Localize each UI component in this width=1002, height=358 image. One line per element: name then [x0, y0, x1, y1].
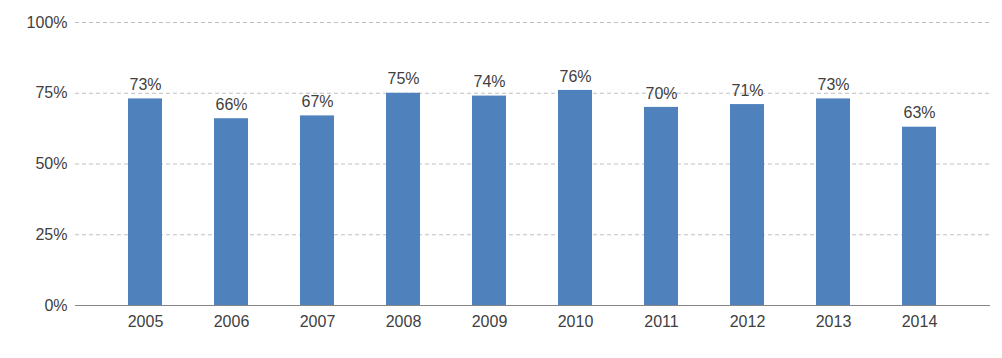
- svg-text:75%: 75%: [35, 84, 67, 101]
- svg-text:2013: 2013: [816, 313, 852, 330]
- svg-text:67%: 67%: [301, 93, 333, 110]
- svg-text:66%: 66%: [215, 96, 247, 113]
- svg-text:2008: 2008: [386, 313, 422, 330]
- svg-text:2010: 2010: [558, 313, 594, 330]
- svg-text:74%: 74%: [473, 73, 505, 90]
- svg-text:63%: 63%: [903, 104, 935, 121]
- svg-text:100%: 100%: [27, 14, 68, 31]
- svg-text:2006: 2006: [214, 313, 250, 330]
- svg-text:0%: 0%: [44, 297, 67, 314]
- svg-text:73%: 73%: [817, 76, 849, 93]
- svg-text:2014: 2014: [902, 313, 938, 330]
- svg-text:2011: 2011: [644, 313, 679, 330]
- svg-text:73%: 73%: [129, 76, 161, 93]
- svg-text:2007: 2007: [300, 313, 336, 330]
- svg-text:2012: 2012: [730, 313, 766, 330]
- svg-text:2005: 2005: [128, 313, 164, 330]
- svg-text:2009: 2009: [472, 313, 508, 330]
- svg-text:50%: 50%: [35, 155, 67, 172]
- svg-text:75%: 75%: [387, 70, 419, 87]
- svg-text:25%: 25%: [35, 226, 67, 243]
- svg-text:70%: 70%: [645, 85, 677, 102]
- svg-text:71%: 71%: [731, 82, 763, 99]
- svg-text:76%: 76%: [559, 68, 591, 85]
